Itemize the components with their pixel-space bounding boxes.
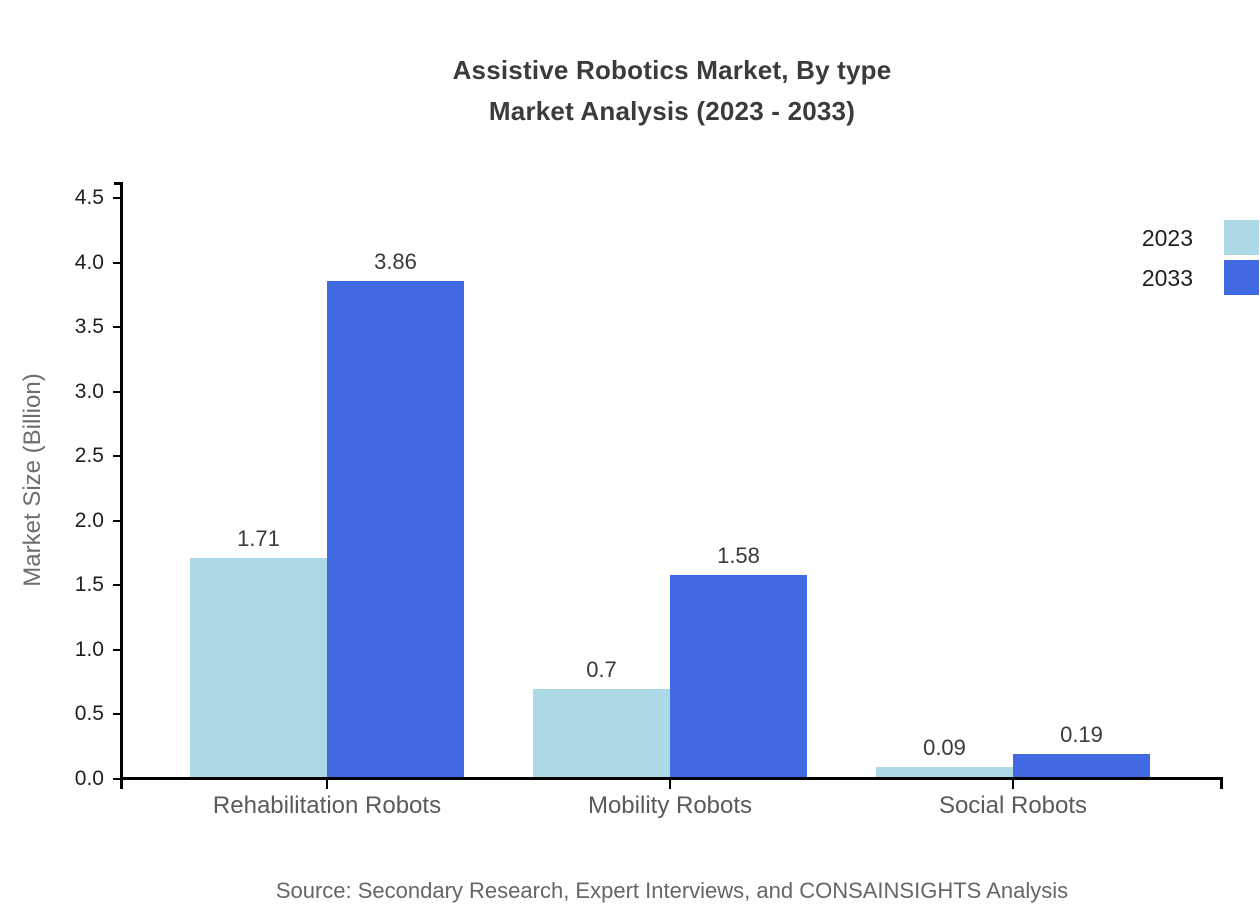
y-axis-tick-label: 0.5 [74, 702, 104, 726]
category-label: Rehabilitation Robots [212, 792, 442, 819]
chart-title-line2: Market Analysis (2023 - 2033) [488, 96, 856, 126]
y-axis-tick [113, 778, 121, 780]
y-axis-tick [113, 713, 121, 716]
bar-value-label: 0.09 [923, 735, 966, 761]
legend-swatch-2033 [1224, 260, 1259, 295]
y-axis-tick [113, 519, 121, 522]
x-axis-left-cap [120, 780, 123, 789]
bar-2033-social-robots [1013, 754, 1150, 779]
y-axis-tick [113, 197, 121, 199]
bar-2033-rehabilitation-robots [327, 280, 464, 779]
chart-title: Assistive Robotics Market, By type Marke… [122, 50, 1222, 132]
y-axis-tick-label: 4.5 [74, 186, 104, 209]
x-axis-tick [326, 780, 328, 789]
bar-2023-rehabilitation-robots [190, 558, 327, 779]
category-label: Social Robots [938, 792, 1088, 819]
y-axis-tick [113, 326, 121, 329]
chart-title-line1: Assistive Robotics Market, By type [452, 55, 892, 85]
y-axis-tick-label: 0.0 [74, 767, 104, 790]
y-axis-tick-label: 3.0 [74, 379, 104, 403]
x-axis-tick [1012, 780, 1014, 789]
y-axis-tick [113, 390, 121, 393]
y-axis-tick [113, 261, 121, 264]
x-axis-right-cap [1220, 780, 1223, 789]
y-axis-tick-label: 4.0 [74, 250, 104, 274]
y-axis-line [120, 182, 123, 780]
legend-label-2023: 2023 [1141, 225, 1193, 251]
y-axis-end-cap [114, 182, 121, 185]
bar-value-label: 1.71 [237, 526, 280, 552]
y-axis-tick [113, 584, 121, 587]
category-label: Mobility Robots [587, 792, 753, 819]
bar-2033-mobility-robots [670, 575, 807, 779]
bar-2023-social-robots [876, 767, 1013, 779]
x-axis-tick [669, 780, 671, 789]
y-axis-tick-label: 3.5 [74, 315, 104, 339]
y-axis-tick [113, 648, 121, 651]
y-axis-tick-label: 2.5 [74, 444, 104, 468]
source-note: Source: Secondary Research, Expert Inter… [275, 878, 1069, 903]
y-axis-tick [113, 455, 121, 458]
bar-value-label: 3.86 [374, 248, 417, 274]
bar-value-label: 0.7 [586, 656, 617, 682]
bar-value-label: 1.58 [717, 543, 760, 568]
bar-value-label: 0.19 [1060, 722, 1103, 748]
x-axis-line [120, 777, 1223, 780]
legend-swatch-2023 [1224, 220, 1259, 255]
y-axis-tick-label: 1.5 [74, 573, 104, 597]
y-axis-tick-label: 2.0 [74, 508, 104, 532]
legend-label-2033: 2033 [1141, 265, 1193, 291]
bar-2023-mobility-robots [533, 688, 670, 779]
y-axis-tick-label: 1.0 [74, 637, 104, 661]
